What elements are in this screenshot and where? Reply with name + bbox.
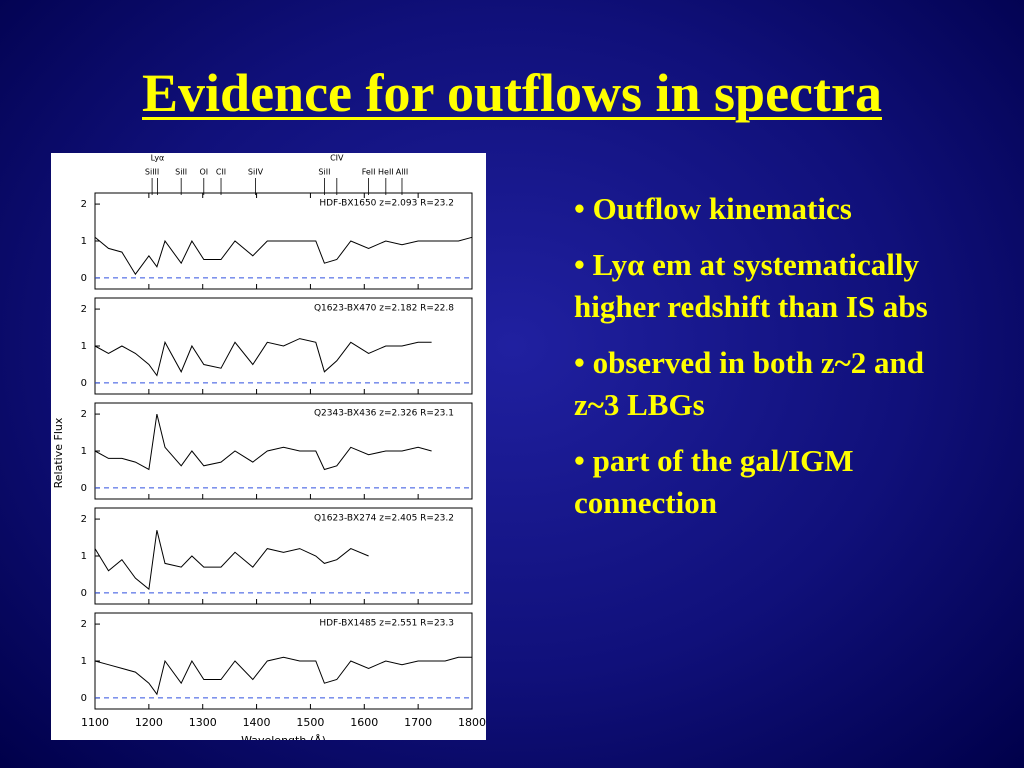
x-tick-label: 1600 (350, 716, 378, 729)
bullet: • Outflow kinematics (574, 191, 852, 226)
y-tick-label: 1 (81, 236, 87, 247)
bullet: • observed in both z~2 and z~3 LBGs (574, 345, 924, 422)
bullet-list: • Outflow kinematics • Lyα em at systema… (574, 188, 959, 538)
feature-label: CIV (330, 154, 344, 163)
spectrum-line (94, 413, 432, 471)
panel-label: HDF-BX1650 z=2.093 R=23.2 (319, 199, 454, 209)
y-tick-label: 0 (81, 588, 87, 599)
bullet: • part of the gal/IGM connection (574, 443, 854, 520)
x-tick-label: 1200 (135, 716, 163, 729)
feature-label: AlII (396, 168, 408, 177)
y-tick-label: 2 (81, 619, 87, 630)
y-tick-label: 2 (81, 409, 87, 420)
y-tick-label: 0 (81, 273, 87, 284)
feature-label: OI (199, 168, 208, 177)
x-tick-label: 1300 (189, 716, 217, 729)
y-axis-label: Relative Flux (52, 417, 65, 488)
y-tick-label: 1 (81, 446, 87, 457)
panel-label: Q1623-BX274 z=2.405 R=23.2 (314, 514, 454, 524)
feature-label: HeII (378, 168, 394, 177)
panel-label: Q2343-BX436 z=2.326 R=23.1 (314, 409, 454, 419)
y-tick-label: 0 (81, 378, 87, 389)
x-axis-label: Wavelength (Å) (241, 734, 326, 740)
feature-label: SiII (318, 168, 330, 177)
y-tick-label: 1 (81, 341, 87, 352)
spectrum-line (94, 338, 432, 377)
slide-title: Evidence for outflows in spectra (142, 63, 882, 123)
feature-label: CII (216, 168, 226, 177)
spectrum-line (94, 236, 473, 276)
y-tick-label: 2 (81, 304, 87, 315)
bullet: • Lyα em at systematically higher redshi… (574, 247, 928, 324)
x-tick-label: 1100 (81, 716, 109, 729)
spectrum-line (94, 656, 472, 696)
feature-label: FeII (362, 168, 376, 177)
spectrum-line (94, 530, 369, 591)
panel-label: Q1623-BX470 z=2.182 R=22.8 (314, 304, 454, 314)
feature-label: Lyα (151, 154, 165, 163)
y-tick-label: 1 (81, 656, 87, 667)
y-tick-label: 0 (81, 483, 87, 494)
x-tick-label: 1400 (243, 716, 271, 729)
x-tick-label: 1700 (404, 716, 432, 729)
x-tick-label: 1500 (296, 716, 324, 729)
y-tick-label: 2 (81, 199, 87, 210)
x-tick-label: 1800 (458, 716, 486, 729)
panel-label: HDF-BX1485 z=2.551 R=23.3 (319, 619, 454, 629)
y-tick-label: 0 (81, 693, 87, 704)
feature-label: SiIII (145, 168, 159, 177)
feature-label: SiIV (248, 168, 264, 177)
y-tick-label: 1 (81, 551, 87, 562)
feature-label: SiII (175, 168, 187, 177)
y-tick-label: 2 (81, 514, 87, 525)
